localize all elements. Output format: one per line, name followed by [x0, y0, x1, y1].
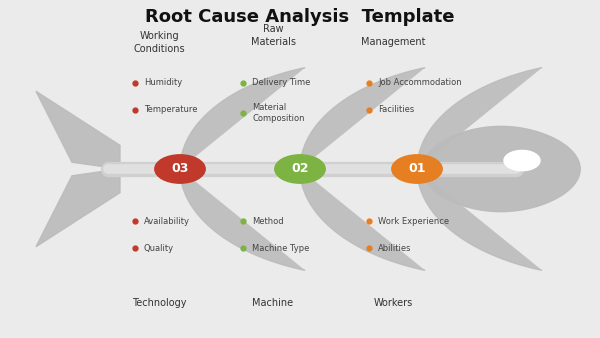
Text: Management: Management [361, 37, 425, 47]
Text: 01: 01 [408, 163, 426, 175]
Text: Humidity: Humidity [144, 78, 182, 87]
Text: 02: 02 [291, 163, 309, 175]
Text: Material
Composition: Material Composition [252, 103, 305, 123]
Circle shape [275, 155, 325, 183]
Text: Raw
Materials: Raw Materials [251, 24, 296, 47]
Text: Facilities: Facilities [378, 105, 414, 114]
Circle shape [392, 155, 442, 183]
Text: Delivery Time: Delivery Time [252, 78, 310, 87]
Text: Quality: Quality [144, 244, 174, 253]
Text: Working
Conditions: Working Conditions [133, 31, 185, 54]
Polygon shape [36, 169, 120, 247]
Text: Workers: Workers [373, 297, 413, 308]
Text: Machine: Machine [253, 297, 293, 308]
Text: Method: Method [252, 217, 284, 226]
Text: Temperature: Temperature [144, 105, 197, 114]
Text: Job Accommodation: Job Accommodation [378, 78, 461, 87]
Text: Availability: Availability [144, 217, 190, 226]
Polygon shape [422, 126, 580, 212]
Text: Abilities: Abilities [378, 244, 412, 253]
Circle shape [155, 155, 205, 183]
Text: 03: 03 [172, 163, 188, 175]
Polygon shape [504, 150, 540, 171]
Text: Root Cause Analysis  Template: Root Cause Analysis Template [145, 8, 455, 26]
Text: Work Experience: Work Experience [378, 217, 449, 226]
Text: Machine Type: Machine Type [252, 244, 310, 253]
Polygon shape [36, 91, 120, 169]
Text: Technology: Technology [132, 297, 186, 308]
